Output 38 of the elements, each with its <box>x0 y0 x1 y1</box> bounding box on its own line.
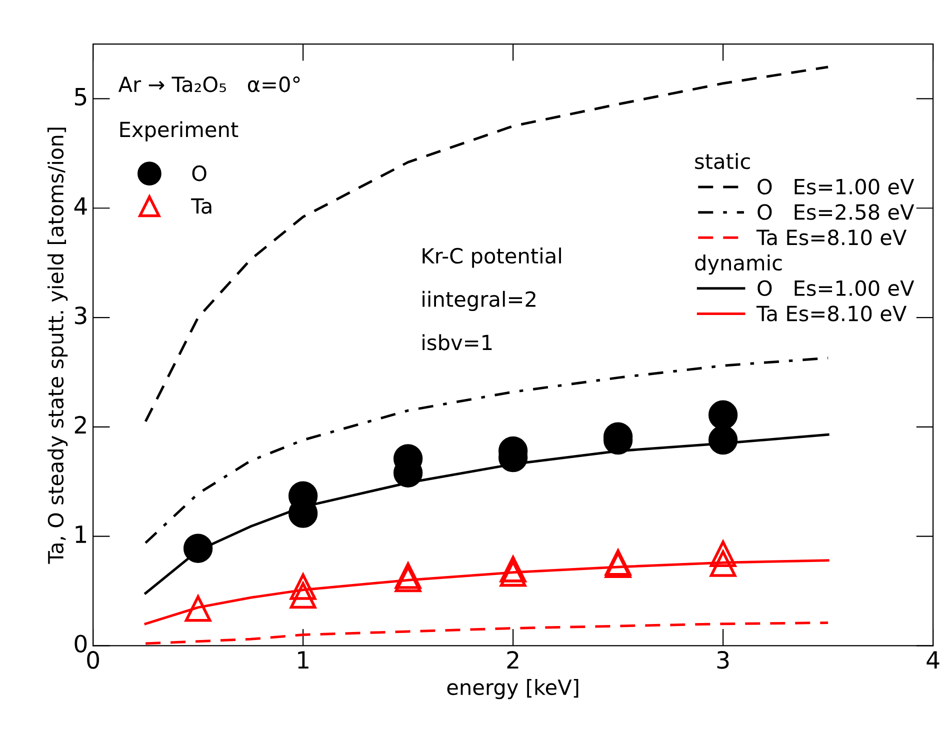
y-tick-label: 4 <box>74 197 87 215</box>
y-tick-label: 0 <box>74 634 87 653</box>
point <box>500 556 526 582</box>
point <box>290 582 316 609</box>
x-tick-label: 2 <box>507 651 518 669</box>
x-axis-title: energy [keV] <box>447 678 578 700</box>
y-tick-label: 3 <box>74 306 86 324</box>
point <box>500 560 526 587</box>
point <box>290 573 316 600</box>
x-tick-label: 3 <box>717 651 729 669</box>
legend-label: O <box>192 165 206 182</box>
legend-label: Ta Es=8.10 eV <box>756 230 907 246</box>
y-tick-label: 2 <box>74 416 86 434</box>
point <box>710 540 736 568</box>
annotation: Kr-C potential <box>422 248 561 268</box>
annotation: static <box>695 153 750 170</box>
line-series <box>144 622 830 645</box>
annotation: Experiment <box>120 121 238 142</box>
annotation: iintegral=2 <box>422 290 536 312</box>
legend-label: O Es=2.58 eV <box>758 204 914 220</box>
annotation: Ar → Ta₂O₅ α=0° <box>118 76 300 92</box>
legend-label: Ta Es=8.10 eV <box>756 306 907 322</box>
annotation: dynamic <box>695 254 782 275</box>
y-tick-label: 5 <box>75 88 86 106</box>
annotation: isbv=1 <box>422 334 492 350</box>
point <box>184 595 212 622</box>
legend-label: O Es=1.00 eV <box>758 178 914 195</box>
x-tick-label: 1 <box>298 651 308 669</box>
legend-label: Ta <box>191 198 212 214</box>
x-tick-label: 0 <box>87 651 100 669</box>
x-tick-label: 4 <box>926 651 940 669</box>
point <box>710 550 736 577</box>
point <box>708 400 738 430</box>
y-tick-label: 1 <box>76 526 86 543</box>
legend-label: O Es=1.00 eV <box>758 280 914 296</box>
line-series <box>144 356 830 544</box>
point <box>183 534 213 563</box>
y-axis-title: Ta, O steady state sputt. yield [atoms/ion] <box>47 128 68 564</box>
